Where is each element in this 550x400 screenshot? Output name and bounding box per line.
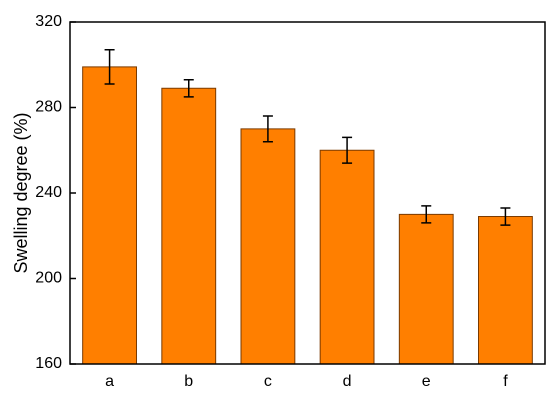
x-tick-label: c	[264, 373, 272, 390]
x-tick-label: a	[105, 373, 114, 390]
x-tick-label: f	[503, 373, 508, 390]
error-bar	[342, 136, 353, 164]
bar	[398, 213, 454, 365]
bar	[240, 128, 296, 365]
error-bar	[104, 49, 115, 85]
bar	[319, 149, 375, 365]
bar	[161, 87, 217, 365]
x-tick-label: b	[184, 373, 193, 390]
x-tick-label: e	[422, 373, 431, 390]
y-tick-label: 240	[35, 184, 62, 201]
error-bar	[500, 207, 511, 226]
y-tick-label: 160	[35, 355, 62, 372]
error-bar	[421, 205, 432, 224]
bar	[82, 66, 137, 365]
error-bar	[183, 78, 194, 98]
error-bar	[262, 115, 273, 143]
y-tick-label: 200	[35, 270, 62, 287]
y-axis-label: Swelling degree (%)	[11, 112, 31, 273]
bar	[478, 216, 533, 365]
y-tick-label: 280	[35, 99, 62, 116]
plot-frame	[69, 21, 546, 365]
x-tick-label: d	[343, 373, 352, 390]
y-tick-label: 320	[35, 13, 62, 30]
